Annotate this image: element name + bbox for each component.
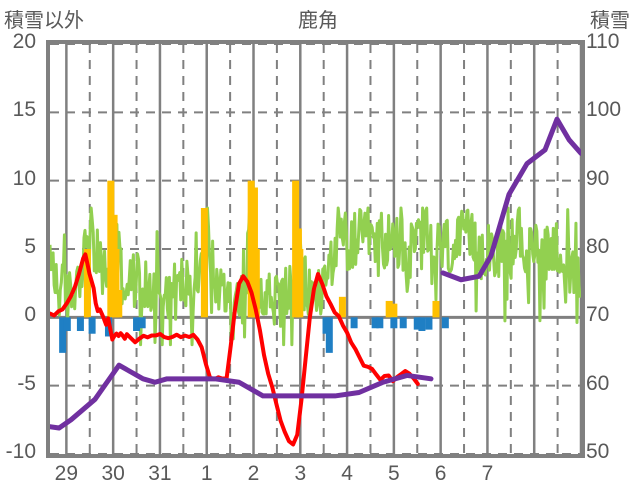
x-axis-tick-6: 6 — [434, 462, 447, 485]
x-axis-tick-4: 4 — [341, 462, 353, 485]
left-axis-tick-0: 0 — [24, 303, 36, 327]
left-axis-tick--5: -5 — [17, 371, 36, 395]
right-axis-tick-100: 100 — [586, 98, 622, 122]
x-axis-tick-2: 2 — [247, 462, 260, 485]
right-axis-tick-60: 60 — [586, 371, 610, 395]
x-axis-tick-1: 1 — [200, 462, 213, 485]
right-axis-tick-90: 90 — [586, 166, 610, 190]
plot-inner — [50, 44, 581, 454]
x-axis-tick-30: 30 — [101, 462, 125, 485]
chart-canvas — [50, 44, 581, 454]
plot-area — [46, 40, 585, 458]
right-axis-tick-70: 70 — [586, 303, 610, 327]
right-axis-unit-label: 積雪 — [590, 10, 630, 32]
x-axis-tick-5: 5 — [388, 462, 400, 485]
left-axis-tick-15: 15 — [12, 98, 36, 122]
x-axis-tick-29: 29 — [54, 462, 79, 485]
left-axis-tick-20: 20 — [12, 30, 36, 53]
x-axis-tick-3: 3 — [294, 462, 307, 485]
x-axis-tick-7: 7 — [481, 462, 494, 485]
x-axis-tick-31: 31 — [148, 462, 172, 485]
left-axis-tick-10: 10 — [12, 166, 36, 190]
right-axis-tick-110: 110 — [586, 30, 620, 53]
chart-title: 鹿角 — [298, 10, 338, 32]
left-axis-unit-label: 積雪以外 — [4, 10, 84, 32]
right-axis-tick-80: 80 — [586, 235, 610, 258]
left-axis-tick-5: 5 — [24, 235, 36, 258]
left-axis-tick--10: -10 — [5, 440, 36, 463]
right-axis-tick-50: 50 — [586, 440, 610, 463]
